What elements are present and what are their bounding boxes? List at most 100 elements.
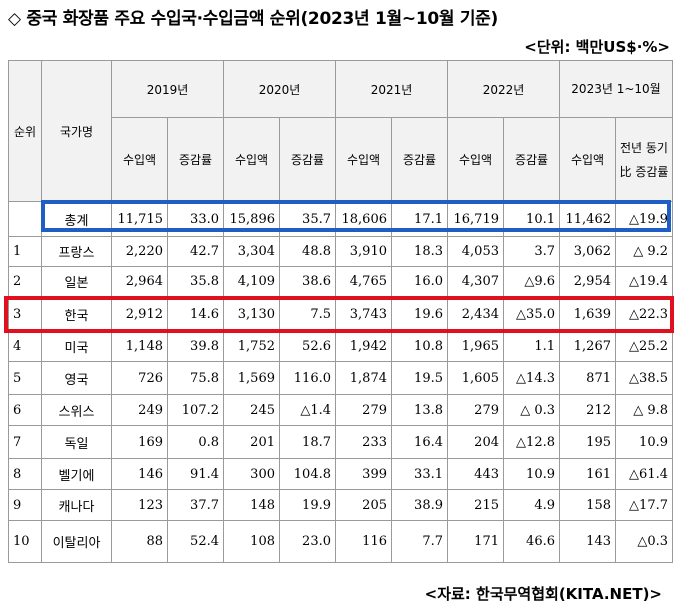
growth-cell: △38.5 [615,361,673,395]
growth-cell: 33.1 [391,458,448,490]
growth-cell: △61.4 [615,458,673,490]
table-row: 3 한국 2,912 14.6 3,130 7.5 3,743 19.6 2,434 △35.0 1… [8,296,673,332]
growth-cell: 10.1 [503,201,560,237]
country-cell: 독일 [41,425,112,459]
growth-cell: 104.8 [279,458,336,490]
country-cell: 스위스 [41,394,112,426]
rank-cell: 2 [8,266,42,297]
header-year-2020: 2020년 [223,60,336,118]
amount-cell: 399 [335,458,392,490]
growth-cell: 10.9 [503,458,560,490]
rank-cell: 6 [8,394,42,426]
growth-cell: 37.7 [167,489,224,521]
amount-cell: 233 [335,425,392,459]
amount-cell: 11,462 [559,201,616,237]
growth-cell: △22.3 [615,296,673,332]
amount-cell: 2,912 [111,296,168,332]
amount-cell: 3,062 [559,236,616,267]
amount-cell: 4,307 [447,266,504,297]
amount-cell: 249 [111,394,168,426]
amount-cell: 204 [447,425,504,459]
amount-cell: 215 [447,489,504,521]
growth-cell: 7.5 [279,296,336,332]
growth-cell: △12.8 [503,425,560,459]
import-ranking-table: 순위 국가명 2019년 2020년 2021년 2022년 2023년 1~1… [8,60,673,563]
growth-cell: 7.7 [391,520,448,563]
growth-cell: △35.0 [503,296,560,332]
growth-cell: △19.9 [615,201,673,237]
amount-cell: 201 [223,425,280,459]
amount-cell: 3,743 [335,296,392,332]
amount-cell: 171 [447,520,504,563]
growth-cell: 18.3 [391,236,448,267]
unit-note: <단위: 백만US$·%> [524,38,670,56]
amount-cell: 11,715 [111,201,168,237]
country-cell: 한국 [41,296,112,332]
growth-cell: 91.4 [167,458,224,490]
table-row: 2 일본 2,964 35.8 4,109 38.6 4,765 16.0 4,307 △9.6 2… [8,266,673,297]
growth-cell: 19.9 [279,489,336,521]
growth-cell: △17.7 [615,489,673,521]
growth-cell: 23.0 [279,520,336,563]
amount-cell: 116 [335,520,392,563]
table-row: 7 독일 169 0.8 201 18.7 233 16.4 204 △12.8 195 10.9 [8,425,673,459]
growth-cell: 10.9 [615,425,673,459]
growth-cell: 3.7 [503,236,560,267]
amount-cell: 2,964 [111,266,168,297]
header-year-2021: 2021년 [335,60,448,118]
table-row: 10 이탈리아 88 52.4 108 23.0 116 7.7 171 46.6 143 △0.3 [8,520,673,563]
amount-cell: 108 [223,520,280,563]
growth-cell: 19.6 [391,296,448,332]
growth-cell: 48.8 [279,236,336,267]
header-amount: 수입액 [335,117,392,202]
header-amount: 수입액 [559,117,616,202]
header-country: 국가명 [41,60,112,202]
country-cell: 일본 [41,266,112,297]
amount-cell: 300 [223,458,280,490]
amount-cell: 726 [111,361,168,395]
table-row: 5 영국 726 75.8 1,569 116.0 1,874 19.5 1,605 △14.3 8… [8,361,673,395]
table-row: 1 프랑스 2,220 42.7 3,304 48.8 3,910 18.3 4,053 3.7 3… [8,236,673,267]
growth-cell: 4.9 [503,489,560,521]
amount-cell: 245 [223,394,280,426]
growth-cell: 19.5 [391,361,448,395]
growth-cell: △9.6 [503,266,560,297]
amount-cell: 443 [447,458,504,490]
amount-cell: 1,605 [447,361,504,395]
growth-cell: 16.0 [391,266,448,297]
header-year-2023: 2023년 1~10월 [559,60,673,118]
rank-cell: 5 [8,361,42,395]
amount-cell: 279 [335,394,392,426]
growth-cell: 38.9 [391,489,448,521]
amount-cell: 3,130 [223,296,280,332]
country-cell: 벨기에 [41,458,112,490]
amount-cell: 158 [559,489,616,521]
amount-cell: 4,053 [447,236,504,267]
amount-cell: 18,606 [335,201,392,237]
amount-cell: 1,874 [335,361,392,395]
growth-cell: 10.8 [391,331,448,362]
table-row: 8 벨기에 146 91.4 300 104.8 399 33.1 443 10.9 161 △61.… [8,458,673,490]
growth-cell: △25.2 [615,331,673,362]
growth-cell: △14.3 [503,361,560,395]
growth-cell: △ 9.2 [615,236,673,267]
country-cell: 영국 [41,361,112,395]
amount-cell: 3,910 [335,236,392,267]
source-note: <자료: 한국무역협회(KITA.NET)> [424,585,662,603]
header-year-2019: 2019년 [111,60,224,118]
amount-cell: 4,765 [335,266,392,297]
rank-cell: 7 [8,425,42,459]
amount-cell: 2,954 [559,266,616,297]
amount-cell: 123 [111,489,168,521]
country-cell: 미국 [41,331,112,362]
growth-cell: 46.6 [503,520,560,563]
amount-cell: 161 [559,458,616,490]
growth-cell: △1.4 [279,394,336,426]
amount-cell: 1,965 [447,331,504,362]
amount-cell: 1,639 [559,296,616,332]
header-amount: 수입액 [111,117,168,202]
amount-cell: 169 [111,425,168,459]
table-row: 6 스위스 249 107.2 245 △1.4 279 13.8 279 △ 0.3 212 △ 9… [8,394,673,426]
total-row: 총계 11,715 33.0 15,896 35.7 18,606 17.1 16,719 10… [8,201,673,237]
header-rank: 순위 [8,60,42,202]
